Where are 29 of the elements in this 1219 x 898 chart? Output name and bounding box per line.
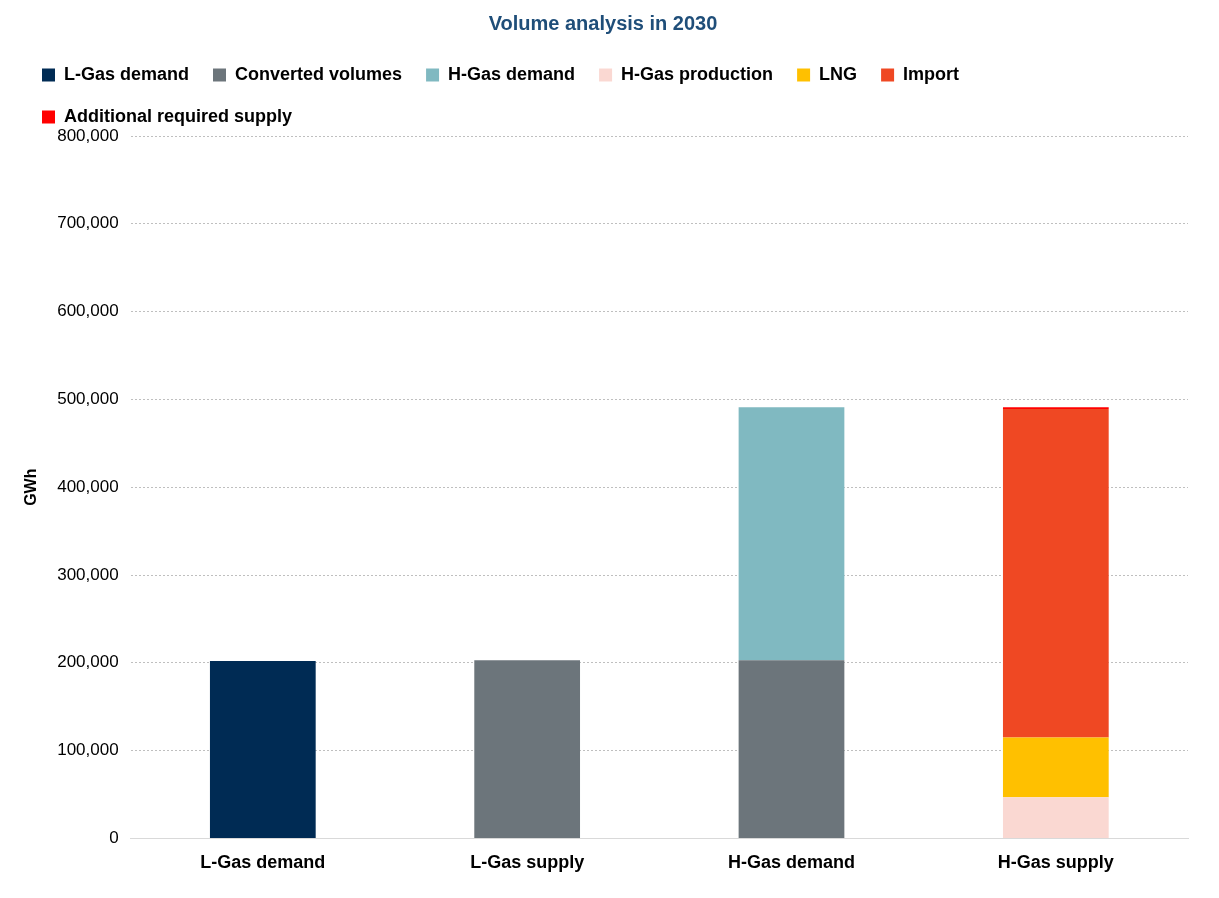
x-tick-label: L-Gas supply (470, 852, 585, 873)
bar (738, 660, 845, 838)
y-tick-label: 200,000 (57, 652, 119, 672)
y-tick-label: 600,000 (57, 301, 119, 321)
bar (474, 660, 581, 838)
chart-title: Volume analysis in 2030 (488, 11, 718, 34)
legend-label: H-Gas demand (448, 63, 576, 84)
legend-label: L-Gas demand (64, 63, 190, 84)
x-tick-label: H-Gas demand (727, 852, 856, 873)
bar (209, 661, 316, 838)
bar (738, 407, 845, 661)
y-tick-label: 300,000 (57, 564, 119, 584)
y-tick-label: 700,000 (57, 213, 119, 233)
legend-label: Additional required supply (64, 105, 293, 126)
x-tick-label: L-Gas demand (200, 852, 326, 873)
y-tick-label: 100,000 (57, 740, 119, 760)
bar (1002, 797, 1109, 838)
y-axis-title: GWh (22, 468, 40, 506)
y-tick-label: 0 (109, 828, 119, 848)
legend-label: H-Gas production (621, 63, 774, 84)
y-tick-label: 400,000 (57, 476, 119, 496)
bar (1002, 737, 1109, 798)
y-tick-label: 500,000 (57, 389, 119, 409)
legend-label: Import (903, 63, 960, 84)
legend-label: LNG (819, 63, 858, 84)
y-tick-label: 800,000 (57, 125, 119, 145)
x-tick-label: H-Gas supply (997, 852, 1114, 873)
legend-label: Converted volumes (235, 63, 403, 84)
bar (1002, 409, 1109, 738)
